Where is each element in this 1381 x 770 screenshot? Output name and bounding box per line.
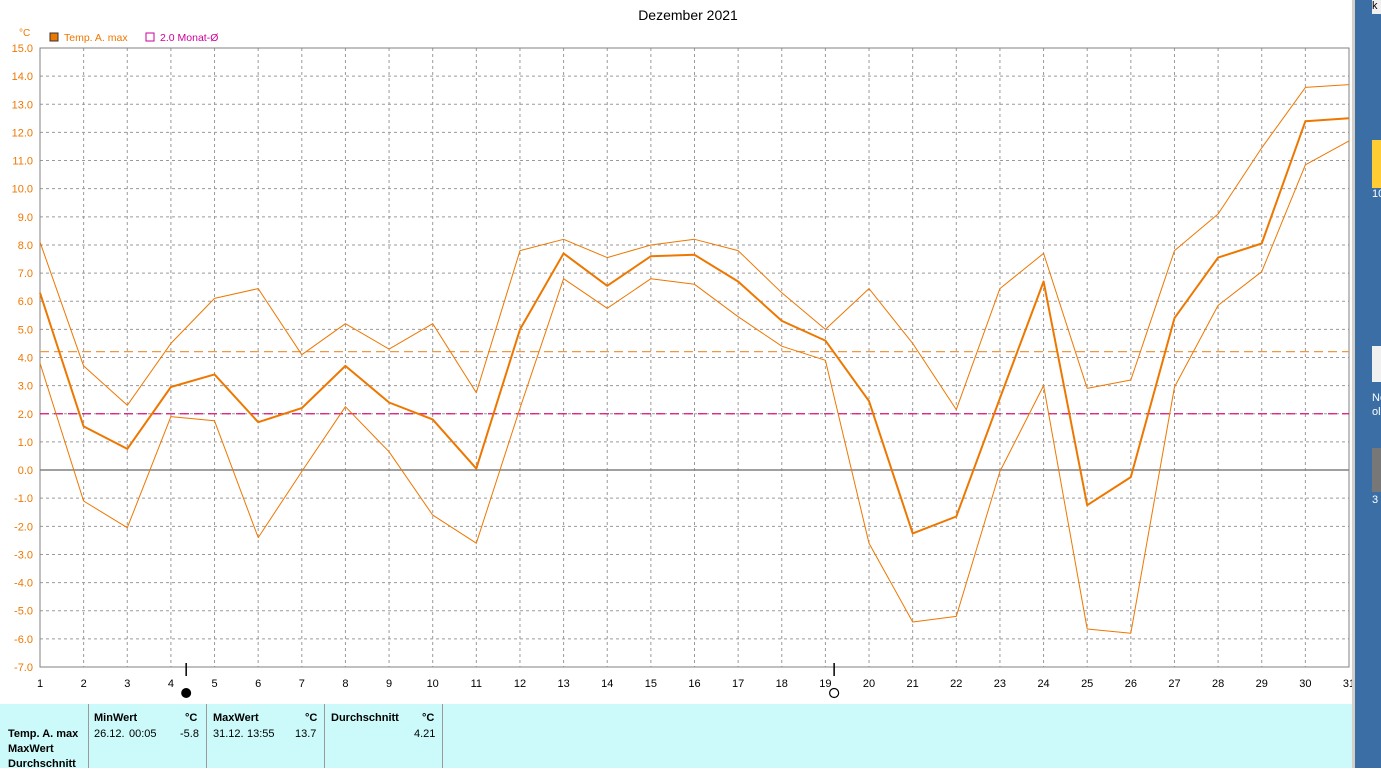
desktop-icon-label[interactable]: k (1372, 0, 1381, 14)
max-date: 31.12. (213, 728, 244, 740)
max-column: MaxWert °C 31.12. 13:55 13.7 (206, 704, 324, 768)
chart-area: 15.0 14.0 13.0 12.0 11.0 10.0 9.0 8.0 7.0 6.0 5.0 4… (11, 7, 1352, 699)
window-frame (1352, 0, 1355, 768)
chart-svg: 15.014.013.012.011.010.09.08.07.06.05.04… (12, 7, 1352, 699)
y-tick-label: 15.0 (12, 43, 33, 55)
desktop-icon-label[interactable]: Ne (1372, 392, 1381, 404)
x-tick-label: 17 (732, 678, 744, 690)
x-tick-label: 10 (427, 678, 439, 690)
y-axis-label: °C (19, 28, 30, 39)
x-tick-label: 4 (168, 678, 174, 690)
x-tick-label: 8 (342, 678, 348, 690)
full-moon-icon (829, 687, 840, 699)
y-tick-label: 0.0 (18, 465, 33, 477)
folder-icon[interactable] (1372, 140, 1381, 188)
series-line (39, 84, 1350, 411)
y-tick-label: 2.0 (18, 409, 33, 421)
y-tick-label: 10.0 (12, 184, 33, 196)
max-header: MaxWert (213, 712, 259, 724)
row-label-avg: Durchschnitt (8, 758, 76, 770)
y-tick-label: 3.0 (18, 381, 33, 393)
new-moon-icon (181, 688, 192, 698)
x-tick-label: 18 (776, 678, 788, 690)
y-tick-label: 6.0 (18, 296, 33, 308)
x-tick-label: 28 (1212, 678, 1224, 690)
max-value: 13.7 (295, 728, 317, 740)
min-unit: °C (185, 712, 198, 724)
x-tick-label: 6 (255, 678, 261, 690)
y-tick-label: 8.0 (18, 240, 33, 252)
legend-swatch (49, 32, 59, 42)
stats-panel: Temp. A. max MaxWert Durchschnitt MinWer… (0, 704, 1352, 770)
document-icon[interactable] (1372, 346, 1381, 382)
x-tick-label: 21 (907, 678, 919, 690)
chart-title: Dezember 2021 (638, 7, 738, 23)
x-tick-label: 31 (1343, 678, 1352, 690)
x-tick-label: 25 (1081, 678, 1093, 690)
y-tick-label: 11.0 (12, 156, 33, 168)
x-tick-label: 9 (386, 678, 392, 690)
max-time: 13:55 (247, 728, 275, 740)
legend-label: 2.0 Monat-Ø (160, 32, 218, 44)
x-tick-label: 13 (557, 678, 569, 690)
x-tick-label: 7 (299, 678, 305, 690)
series-line (39, 140, 1350, 634)
min-time: 00:05 (129, 728, 157, 740)
x-tick-label: 3 (124, 678, 130, 690)
legend-label: Temp. A. max (64, 32, 128, 44)
avg-unit: °C (422, 712, 435, 724)
x-tick-label: 5 (211, 678, 217, 690)
x-tick-label: 29 (1256, 678, 1268, 690)
max-unit: °C (305, 712, 318, 724)
x-tick-label: 26 (1125, 678, 1137, 690)
x-tick-label: 23 (994, 678, 1006, 690)
y-tick-label: -2.0 (14, 521, 33, 533)
y-tick-label: -5.0 (14, 606, 33, 618)
y-tick-label: -3.0 (14, 549, 33, 561)
avg-value: 4.21 (414, 728, 436, 740)
y-tick-label: -6.0 (14, 634, 33, 646)
desktop-sidebar: k 10 Ne ol 3 (1352, 0, 1381, 768)
x-tick-label: 30 (1299, 678, 1311, 690)
desktop-icon-label[interactable]: 3 (1372, 494, 1379, 506)
y-tick-label: 7.0 (18, 268, 33, 280)
x-tick-label: 11 (471, 678, 482, 690)
x-tick-label: 19 (819, 678, 831, 690)
y-tick-label: 1.0 (18, 437, 33, 449)
x-tick-label: 14 (601, 678, 613, 690)
y-tick-label: 13.0 (12, 99, 33, 111)
legend-swatch (145, 32, 155, 42)
y-tick-label: 5.0 (18, 324, 33, 336)
y-tick-label: -4.0 (14, 578, 33, 590)
min-header: MinWert (94, 712, 138, 724)
plot-frame (39, 47, 1350, 668)
min-column: MinWert °C 26.12. 00:05 -5.8 (88, 704, 206, 768)
min-value: -5.8 (180, 728, 199, 740)
image-icon[interactable] (1372, 448, 1381, 492)
row-label-max: MaxWert (8, 743, 54, 755)
desktop-icon-label[interactable]: ol (1372, 406, 1381, 418)
y-tick-label: -1.0 (14, 493, 33, 505)
y-tick-label: 14.0 (12, 71, 33, 83)
min-date: 26.12. (94, 728, 125, 740)
y-tick-label: 12.0 (12, 127, 33, 139)
x-tick-label: 1 (37, 678, 43, 690)
x-tick-label: 15 (645, 678, 657, 690)
desktop-icon-label[interactable]: 10 (1372, 188, 1381, 200)
x-tick-label: 12 (514, 678, 526, 690)
x-tick-label: 22 (950, 678, 962, 690)
y-tick-label: 4.0 (18, 353, 33, 365)
x-tick-label: 27 (1168, 678, 1180, 690)
x-tick-label: 20 (863, 678, 875, 690)
y-tick-label: 9.0 (18, 212, 33, 224)
x-tick-label: 24 (1037, 678, 1049, 690)
series-line (39, 117, 1350, 535)
y-tick-label: -7.0 (14, 662, 33, 674)
avg-header: Durchschnitt (331, 712, 399, 724)
x-tick-label: 2 (81, 678, 87, 690)
row-label-series: Temp. A. max (8, 728, 79, 740)
x-tick-label: 16 (688, 678, 700, 690)
avg-column: Durchschnitt °C 4.21 (324, 704, 443, 768)
